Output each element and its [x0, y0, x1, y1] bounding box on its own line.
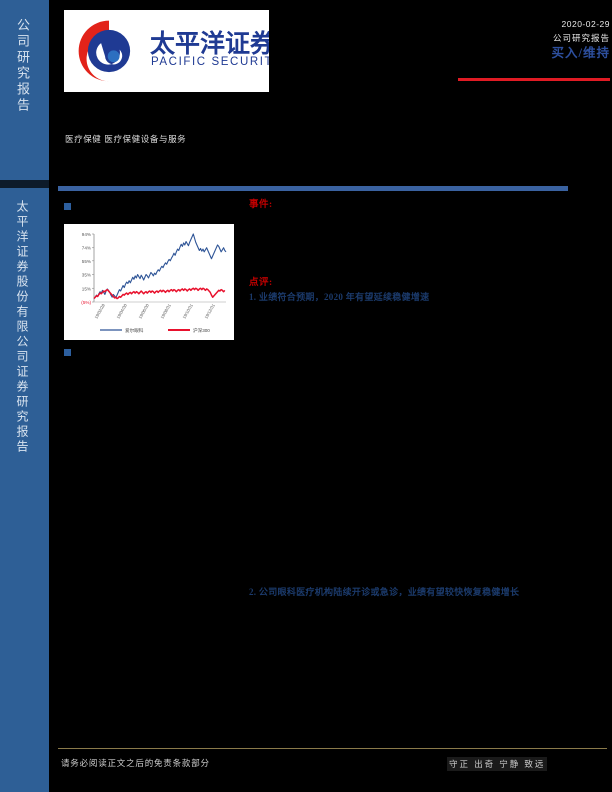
header-meta: 2020-02-29 公司研究报告 买入/维持 [370, 18, 610, 61]
chart-line-series-1 [93, 287, 226, 300]
footer-slogan: 守正 出奇 宁静 致远 [447, 757, 548, 771]
sidebar-band-top [0, 0, 49, 180]
event-section-label: 事件: [249, 200, 273, 210]
bullet-marker-chart [64, 203, 71, 210]
section-divider [58, 186, 568, 191]
report-date: 2020-02-29 [561, 19, 610, 29]
logo-english-name: PACIFIC SECURITIES [151, 56, 269, 68]
svg-text:55%: 55% [82, 259, 91, 264]
chart-svg: 94%74%55%35%15%(5%) 19/02/28 19/04/30 19/0… [64, 224, 234, 340]
pacific-securities-logo-icon [78, 20, 131, 82]
stock-performance-chart: 94% 74% 55% 35% 15% (5%) 19/02/28 19/04/30 19/0… [64, 224, 234, 340]
footer-disclaimer: 请务必阅读正文之后的免责条款部分 [61, 758, 210, 768]
page-content: 太平洋证券 PACIFIC SECURITIES 2020-02-29 公司研究… [49, 0, 612, 792]
bullet-marker-secondary [64, 349, 71, 356]
comment-point-2: 2. 公司眼科医疗机构陆续开诊或急诊，业绩有望较快恢复稳健增长 [249, 587, 520, 597]
sidebar: 公司研究报告 太平洋证券股份有限公司证券研究报告 [0, 0, 49, 792]
rating-badge: 买入/维持 [551, 46, 610, 60]
sidebar-label-company: 太平洋证券股份有限公司证券研究报告 [15, 200, 29, 455]
svg-text:15%: 15% [82, 286, 91, 291]
svg-text:74%: 74% [82, 246, 91, 251]
svg-text:爱尔眼科: 爱尔眼科 [125, 327, 144, 334]
report-type-label: 公司研究报告 [552, 33, 610, 43]
sidebar-divider-gap [0, 180, 49, 188]
svg-text:(5%): (5%) [81, 300, 91, 305]
logo-container: 太平洋证券 PACIFIC SECURITIES [64, 10, 269, 92]
footer-rule [58, 748, 607, 749]
sidebar-band-bottom [0, 188, 49, 792]
comment-section-label: 点评: [249, 278, 273, 288]
svg-text:35%: 35% [82, 273, 91, 278]
svg-text:沪深300: 沪深300 [193, 327, 210, 334]
comment-point-1: 1. 业绩符合预期，2020 年有望延续稳健增速 [249, 292, 430, 302]
logo-chinese-name: 太平洋证券 [150, 30, 269, 58]
header-red-underline [458, 78, 610, 81]
sidebar-label-report-type: 公司研究报告 [15, 18, 30, 114]
chart-legend: 爱尔眼科 沪深300 [100, 327, 210, 334]
industry-classification: 医疗保健 医疗保健设备与服务 [65, 134, 187, 144]
svg-text:94%: 94% [82, 232, 91, 237]
